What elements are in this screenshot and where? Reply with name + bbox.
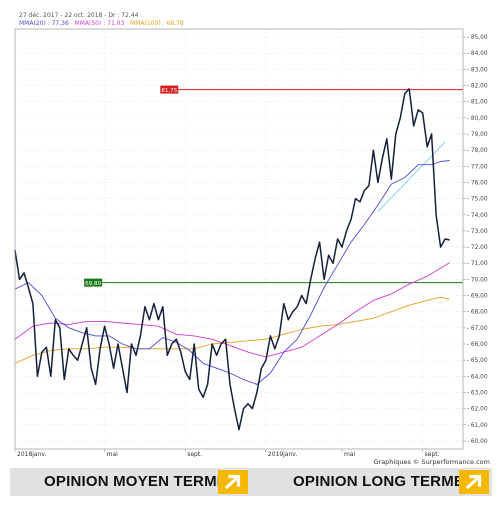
arrow-up-right-icon (224, 474, 241, 490)
series-line (14, 88, 450, 431)
opinion-long-term-label: OPINION LONG TERME (293, 473, 465, 490)
x-tick-label: mai (107, 451, 119, 458)
y-tick-label: - 80,00 (467, 116, 488, 122)
series-group (14, 88, 450, 431)
chart-svg: 2018janv. mai sept. 2019janv. mai sept. - 60,… (14, 28, 488, 458)
chart-date-range: 27 déc. 2017 - 22 oct. 2018 - Dr : 72,44 (19, 12, 139, 19)
y-tick-label: - 78,00 (467, 148, 488, 154)
x-tick-label: mai (344, 451, 356, 458)
horizontal-levels: 81,75 69,80 (84, 85, 463, 287)
y-tick-label: - 65,00 (467, 358, 488, 364)
series-line (14, 160, 450, 385)
y-tick-label: - 64,00 (467, 374, 488, 380)
y-tick-label: - 60,00 (467, 439, 488, 445)
y-tick-label: - 68,00 (467, 310, 488, 316)
y-tick-label: - 79,00 (467, 132, 488, 138)
y-tick-label: - 67,00 (467, 326, 488, 332)
x-axis-labels: 2018janv. mai sept. 2019janv. mai sept. (14, 449, 440, 458)
chart-credit: Graphiques © Surperformance.com (373, 458, 490, 466)
opinion-medium-term-button[interactable] (218, 470, 248, 494)
stock-chart: 2018janv. mai sept. 2019janv. mai sept. - 60,… (14, 12, 490, 466)
x-tick-label: sept. (425, 451, 440, 458)
level-label: 69,80 (85, 281, 101, 287)
y-tick-label: - 66,00 (467, 342, 488, 348)
opinion-medium-term-label: OPINION MOYEN TERME (44, 473, 227, 490)
opinion-long-term-button[interactable] (459, 470, 489, 494)
arrow-up-right-icon (465, 474, 482, 490)
y-tick-label: - 81,00 (467, 100, 488, 106)
level-label-box (84, 278, 103, 287)
y-axis-labels: - 60,00 - 61,00 - 62,00 - 63,00 - 64,00 - 65,… (463, 35, 488, 445)
legend-mma50: MMA(50) : 71,03 (74, 20, 125, 27)
y-tick-label: - 62,00 (467, 407, 488, 413)
y-tick-label: - 83,00 (467, 67, 488, 73)
grid (14, 29, 463, 449)
y-tick-label: - 71,00 (467, 261, 488, 267)
series-line (14, 262, 450, 358)
legend-mma20: MMA(20) : 77,36 (19, 20, 69, 27)
chart-legend: MMA(20) : 77,36 MMA(50) : 71,03 MMA(100)… (19, 20, 184, 27)
y-tick-label: - 74,00 (467, 213, 488, 219)
y-tick-label: - 85,00 (467, 35, 488, 41)
level-label-box (160, 85, 179, 94)
y-tick-label: - 82,00 (467, 84, 488, 90)
level-label: 81,75 (161, 88, 177, 94)
y-tick-label: - 73,00 (467, 229, 488, 235)
y-tick-label: - 63,00 (467, 390, 488, 396)
x-tick-label: 2019janv. (268, 451, 298, 458)
y-tick-label: - 61,00 (467, 423, 488, 429)
series-line (377, 141, 446, 212)
legend-mma100: MMA(100) : 68,78 (130, 20, 184, 27)
y-tick-label: - 69,00 (467, 294, 488, 300)
opinion-bar: OPINION MOYEN TERME OPINION LONG TERME (10, 468, 492, 496)
y-tick-label: - 75,00 (467, 197, 488, 203)
plot-frame (14, 28, 464, 450)
y-tick-label: - 77,00 (467, 164, 488, 170)
x-tick-label: 2018janv. (17, 451, 47, 458)
y-tick-label: - 76,00 (467, 180, 488, 186)
y-tick-label: - 84,00 (467, 51, 488, 57)
y-tick-label: - 72,00 (467, 245, 488, 251)
y-tick-label: - 70,00 (467, 277, 488, 283)
x-tick-label: sept. (187, 451, 202, 458)
